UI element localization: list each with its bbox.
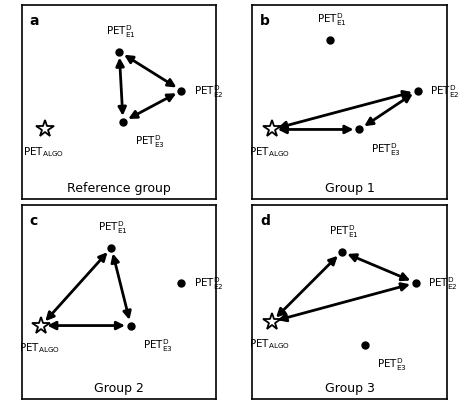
Text: Group 1: Group 1 bbox=[325, 181, 374, 194]
Text: PET$_{\mathregular{ALGO}}$: PET$_{\mathregular{ALGO}}$ bbox=[23, 145, 64, 158]
Text: PET$_{\mathregular{ALGO}}$: PET$_{\mathregular{ALGO}}$ bbox=[249, 145, 291, 158]
Text: PET$^{\mathregular{D}}_{\mathregular{E3}}$: PET$^{\mathregular{D}}_{\mathregular{E3}… bbox=[135, 133, 164, 150]
Text: PET$^{\mathregular{D}}_{\mathregular{E1}}$: PET$^{\mathregular{D}}_{\mathregular{E1}… bbox=[329, 223, 359, 239]
Text: a: a bbox=[30, 14, 39, 28]
Text: Group 3: Group 3 bbox=[325, 381, 374, 394]
Text: PET$^{\mathregular{D}}_{\mathregular{E2}}$: PET$^{\mathregular{D}}_{\mathregular{E2}… bbox=[430, 83, 460, 100]
Text: PET$^{\mathregular{D}}_{\mathregular{E1}}$: PET$^{\mathregular{D}}_{\mathregular{E1}… bbox=[317, 12, 347, 28]
Text: PET$^{\mathregular{D}}_{\mathregular{E2}}$: PET$^{\mathregular{D}}_{\mathregular{E2}… bbox=[194, 83, 224, 100]
Text: PET$^{\mathregular{D}}_{\mathregular{E3}}$: PET$^{\mathregular{D}}_{\mathregular{E3}… bbox=[371, 141, 401, 158]
Text: PET$_{\mathregular{ALGO}}$: PET$_{\mathregular{ALGO}}$ bbox=[19, 340, 60, 354]
Text: c: c bbox=[30, 213, 38, 227]
Text: d: d bbox=[260, 213, 270, 227]
Text: PET$_{\mathregular{ALGO}}$: PET$_{\mathregular{ALGO}}$ bbox=[249, 337, 291, 350]
Text: PET$^{\mathregular{D}}_{\mathregular{E1}}$: PET$^{\mathregular{D}}_{\mathregular{E1}… bbox=[99, 219, 128, 236]
Text: PET$^{\mathregular{D}}_{\mathregular{E2}}$: PET$^{\mathregular{D}}_{\mathregular{E2}… bbox=[194, 275, 224, 292]
Text: PET$^{\mathregular{D}}_{\mathregular{E3}}$: PET$^{\mathregular{D}}_{\mathregular{E3}… bbox=[143, 337, 173, 353]
Text: PET$^{\mathregular{D}}_{\mathregular{E3}}$: PET$^{\mathregular{D}}_{\mathregular{E3}… bbox=[377, 356, 407, 373]
Text: PET$^{\mathregular{D}}_{\mathregular{E1}}$: PET$^{\mathregular{D}}_{\mathregular{E1}… bbox=[106, 23, 136, 40]
Text: Reference group: Reference group bbox=[67, 181, 171, 194]
Text: b: b bbox=[260, 14, 270, 28]
Text: PET$^{\mathregular{D}}_{\mathregular{E2}}$: PET$^{\mathregular{D}}_{\mathregular{E2}… bbox=[428, 275, 458, 292]
Text: Group 2: Group 2 bbox=[94, 381, 144, 394]
